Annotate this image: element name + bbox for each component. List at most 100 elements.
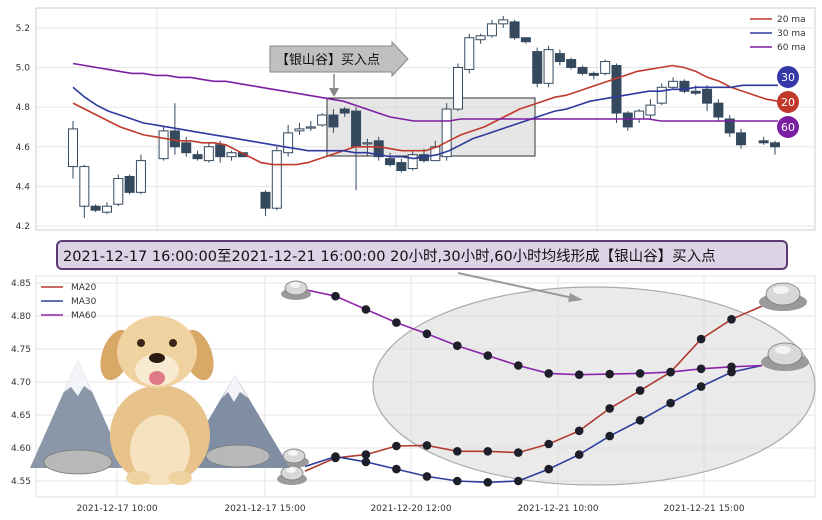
candle — [622, 111, 633, 131]
candle-body — [724, 118, 735, 134]
bottom-x-tick-label: 2021-12-17 15:00 — [224, 504, 305, 514]
candle — [645, 99, 656, 119]
badge-20 — [777, 91, 799, 113]
data-point — [483, 478, 493, 487]
callout-arrow-shape — [269, 40, 409, 78]
bottom-y-tick-label: 4.75 — [11, 345, 31, 355]
top-y-axis: 5.2 5.0 4.8 4.6 4.4 4.2 — [16, 24, 31, 232]
dog-chest-icon — [130, 415, 190, 485]
dog-mascot-illustration — [30, 316, 290, 485]
data-point — [544, 464, 553, 474]
candle — [283, 124, 294, 157]
candle-body — [271, 150, 282, 209]
candle — [543, 45, 554, 88]
ingot-icon — [205, 444, 271, 468]
candle — [158, 126, 169, 161]
candle — [679, 79, 690, 94]
candle — [203, 142, 214, 163]
badge-30 — [777, 66, 799, 88]
candle-body — [362, 142, 373, 145]
data-point — [361, 305, 371, 314]
ingot-icon — [279, 448, 309, 468]
bottom-x-tick-label: 2021-12-21 10:00 — [517, 504, 598, 514]
data-point — [514, 361, 523, 370]
candle — [113, 174, 124, 207]
line-ma20 — [304, 305, 763, 472]
data-point — [666, 398, 675, 408]
top-y-tick-label: 4.6 — [16, 143, 31, 153]
candle-body — [407, 154, 418, 170]
candle — [407, 150, 418, 171]
data-point — [483, 351, 493, 360]
data-point — [727, 362, 736, 372]
candle — [79, 164, 90, 219]
candle — [124, 174, 135, 195]
candle — [702, 85, 713, 112]
data-point — [422, 441, 432, 450]
candle — [600, 59, 611, 76]
top-ma-lines — [72, 62, 779, 166]
mountain-snowcap-icon — [64, 360, 92, 396]
candle-body — [260, 191, 271, 209]
badge-30-label: 30 — [781, 71, 795, 84]
data-point — [331, 452, 340, 461]
candle-body — [758, 140, 769, 144]
candle — [90, 204, 101, 213]
candle-body — [385, 158, 396, 166]
data-point — [635, 416, 645, 425]
candle — [294, 122, 305, 135]
ellipse-arrow-line — [457, 272, 574, 299]
candle-body — [566, 59, 577, 68]
candle-body — [588, 72, 599, 76]
candle — [271, 146, 282, 211]
candle-body — [498, 19, 509, 25]
candle-body — [622, 112, 633, 128]
candle-body — [203, 146, 214, 162]
candle-body — [294, 128, 305, 132]
data-point — [727, 315, 736, 324]
candle-body — [90, 205, 101, 211]
top-y-tick-label: 4.8 — [16, 103, 31, 113]
data-point — [453, 476, 462, 486]
bottom-x-tick-label: 2021-12-20 12:00 — [370, 504, 451, 514]
legend-label-ma30: MA30 — [71, 297, 97, 307]
data-point — [605, 369, 614, 379]
data-point — [574, 450, 584, 459]
candle-body — [532, 51, 543, 84]
bottom-ma-lines — [304, 288, 763, 487]
candle-body — [441, 108, 452, 158]
dog-paw-icon — [126, 471, 150, 485]
candle — [373, 136, 384, 161]
buy-point-callout: 【银山谷】买入点 — [269, 40, 409, 97]
series-ma60 — [304, 288, 763, 380]
candle-body — [520, 37, 531, 43]
candle-body — [283, 132, 294, 154]
data-point — [605, 431, 614, 441]
ellipse-arrow-head — [568, 293, 583, 302]
candle — [520, 37, 531, 44]
badge-60 — [777, 116, 799, 138]
bottom-legend: MA20 MA30 MA60 — [41, 283, 97, 321]
candle-body — [317, 114, 328, 126]
data-point — [392, 318, 401, 327]
data-point — [392, 441, 401, 451]
ingot-icon — [761, 342, 809, 371]
data-point — [696, 382, 706, 391]
candle — [385, 152, 396, 167]
data-point — [605, 404, 614, 413]
candle-body — [113, 177, 124, 205]
candle — [226, 150, 237, 161]
candle — [713, 99, 724, 121]
data-point — [544, 369, 553, 378]
data-point — [696, 364, 706, 374]
data-point — [453, 341, 462, 351]
candle-body — [679, 80, 690, 92]
candlestick-panel: 5.2 5.0 4.8 4.6 4.4 4.2 【银山谷】买入点 20 ma 30 ma … — [16, 7, 816, 232]
ma-end-badges: 30 20 60 — [777, 66, 799, 138]
bottom-x-tick-label: 2021-12-21 15:00 — [663, 504, 744, 514]
dog-snout-icon — [135, 354, 179, 386]
candle-body — [181, 142, 192, 154]
candle — [770, 140, 780, 155]
bottom-y-axis: 4.85 4.80 4.75 4.70 4.65 4.60 4.55 — [11, 279, 31, 487]
